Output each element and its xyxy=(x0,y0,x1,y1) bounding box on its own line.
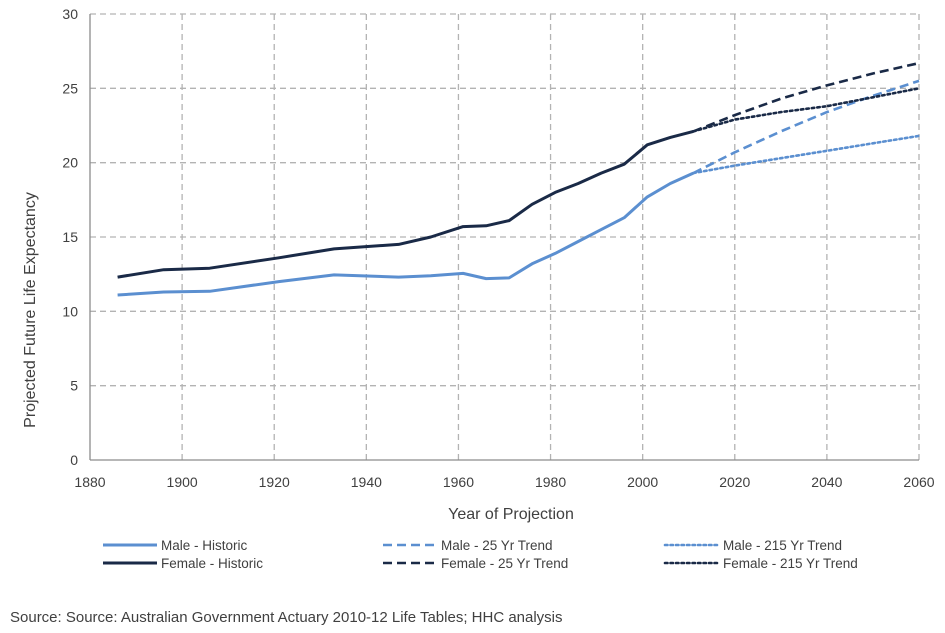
x-tick-label: 1900 xyxy=(167,474,198,490)
legend-label: Male - 215 Yr Trend xyxy=(723,538,842,553)
legend-label: Female - Historic xyxy=(161,556,263,571)
series-line-male-215-yr-trend xyxy=(691,134,921,175)
legend-label: Male - Historic xyxy=(161,538,248,553)
x-tick-label: 2040 xyxy=(811,474,842,490)
y-tick-label: 20 xyxy=(62,155,78,171)
x-tick-label: 1920 xyxy=(259,474,290,490)
y-tick-label: 10 xyxy=(62,303,78,319)
series-line-female-25-yr-trend xyxy=(692,61,920,133)
series-line-male-25-yr-trend xyxy=(692,79,920,175)
x-tick-label: 2020 xyxy=(719,474,750,490)
y-tick-label: 0 xyxy=(70,452,78,468)
x-tick-label: 2060 xyxy=(903,474,934,490)
legend-item-male-215-yr-trend: Male - 215 Yr Trend xyxy=(663,538,842,553)
legend-label: Female - 25 Yr Trend xyxy=(441,556,568,571)
legend-label: Female - 215 Yr Trend xyxy=(723,556,858,571)
y-axis-title: Projected Future Life Expectancy xyxy=(22,192,39,428)
legend-item-female-215-yr-trend: Female - 215 Yr Trend xyxy=(663,556,858,571)
source-note: Source: Source: Australian Government Ac… xyxy=(10,609,563,626)
x-tick-label: 1940 xyxy=(351,474,382,490)
life-expectancy-chart: 0 5 10 15 20 25 30 1880 1900 1920 1940 1960 1980 2000… xyxy=(22,6,935,571)
legend-item-female-25-yr-trend: Female - 25 Yr Trend xyxy=(383,556,568,571)
series-lines xyxy=(117,61,921,297)
legend-label: Male - 25 Yr Trend xyxy=(441,538,553,553)
y-tick-label: 5 xyxy=(70,378,78,394)
axes xyxy=(89,14,919,461)
x-tick-label: 1960 xyxy=(443,474,474,490)
y-tick-label: 30 xyxy=(62,6,78,22)
series-line-female-historic xyxy=(117,129,694,279)
legend-item-female-historic: Female - Historic xyxy=(103,556,263,571)
x-tick-label: 1980 xyxy=(535,474,566,490)
legend-item-male-historic: Male - Historic xyxy=(103,538,248,553)
series-line-female-215-yr-trend xyxy=(691,87,921,133)
grid-lines xyxy=(90,13,920,460)
y-tick-label: 15 xyxy=(62,229,78,245)
legend-item-male-25-yr-trend: Male - 25 Yr Trend xyxy=(383,538,553,553)
tick-labels: 0 5 10 15 20 25 30 1880 1900 1920 1940 1960 1980 2000… xyxy=(62,6,934,490)
y-tick-label: 25 xyxy=(62,80,78,96)
series-line-male-historic xyxy=(117,171,694,297)
x-axis-title: Year of Projection xyxy=(448,506,574,523)
x-tick-label: 2000 xyxy=(627,474,658,490)
legend: Male - Historic Male - 25 Yr Trend Male - … xyxy=(103,538,858,571)
x-tick-label: 1880 xyxy=(74,474,105,490)
